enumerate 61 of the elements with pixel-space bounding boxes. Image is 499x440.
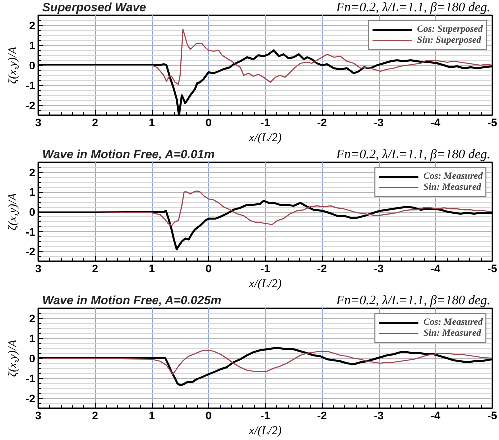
x-tick-label: -4 — [430, 410, 442, 422]
y-tick-label: 0 — [29, 207, 36, 219]
y-tick-label: -1 — [26, 80, 36, 92]
x-tick-label: -5 — [488, 410, 498, 422]
y-tick-label: -2 — [26, 246, 36, 259]
chart-subtitle: Fn=0.2, λ/L=1.1, β=180 deg. — [336, 292, 491, 308]
legend-label: Sin: Measured — [424, 328, 482, 339]
y-tick-label: 0 — [29, 60, 36, 72]
y-tick-label: -1 — [26, 374, 36, 386]
y-tick-label: 1 — [29, 40, 36, 52]
y-tick-label: 1 — [29, 187, 36, 200]
x-tick-label: -5 — [488, 264, 498, 276]
y-axis-title: ζ(x,y)/A — [6, 192, 20, 231]
y-tick-label: 2 — [29, 167, 36, 180]
x-axis-title: x/(L/2) — [248, 130, 282, 144]
x-tick-label: 3 — [35, 118, 42, 130]
x-tick-label: -2 — [317, 410, 328, 422]
x-tick-label: 3 — [35, 410, 42, 422]
y-tick-label: -2 — [26, 100, 36, 112]
x-tick-label: 2 — [92, 410, 98, 422]
x-axis-title: x/(L/2) — [248, 276, 282, 290]
x-tick-label: -5 — [488, 118, 498, 130]
legend-label: Cos: Measured — [424, 171, 483, 182]
chart-title: Superposed Wave — [42, 0, 147, 14]
x-tick-label: 0 — [206, 264, 212, 276]
x-tick-label: -3 — [374, 410, 384, 422]
x-tick-label: 0 — [206, 118, 212, 130]
chart-title: Wave in Motion Free, A=0.025m — [42, 294, 222, 308]
chart-subtitle: Fn=0.2, λ/L=1.1, β=180 deg. — [336, 146, 491, 162]
x-tick-label: -2 — [317, 118, 328, 130]
legend-label: Sin: Measured — [424, 182, 482, 193]
y-axis-title: ζ(x,y)/A — [6, 339, 20, 378]
legend-label: Cos: Measured — [424, 317, 483, 328]
y-axis-title: ζ(x,y)/A — [6, 46, 20, 84]
x-tick-label: 2 — [92, 118, 98, 130]
x-tick-label: 0 — [206, 410, 212, 422]
x-tick-label: -4 — [430, 118, 442, 130]
x-tick-label: -2 — [317, 264, 328, 276]
x-tick-label: 1 — [148, 264, 156, 276]
x-axis-title: x/(L/2) — [248, 424, 282, 438]
x-tick-label: 1 — [148, 410, 156, 422]
y-tick-label: 0 — [29, 354, 36, 366]
legend-label: Cos: Superposed — [417, 24, 483, 35]
y-tick-label: -1 — [26, 226, 36, 239]
x-tick-label: -3 — [374, 118, 384, 130]
x-tick-label: -1 — [260, 410, 270, 422]
x-tick-label: 3 — [35, 264, 42, 276]
x-tick-label: -1 — [260, 118, 270, 130]
x-tick-label: -1 — [260, 264, 270, 276]
chart-title: Wave in Motion Free, A=0.01m — [42, 148, 216, 162]
x-tick-label: -4 — [430, 264, 442, 276]
legend-label: Sin: Superposed — [417, 35, 482, 46]
x-tick-label: -3 — [374, 264, 384, 276]
y-tick-label: 2 — [29, 20, 36, 32]
chart-subtitle: Fn=0.2, λ/L=1.1, β=180 deg. — [336, 0, 491, 14]
y-tick-label: -2 — [26, 394, 36, 406]
x-tick-label: 2 — [92, 264, 98, 276]
line-series — [38, 190, 492, 226]
y-tick-label: 2 — [29, 314, 36, 326]
y-tick-label: 1 — [29, 334, 36, 346]
x-tick-label: 1 — [148, 118, 156, 130]
